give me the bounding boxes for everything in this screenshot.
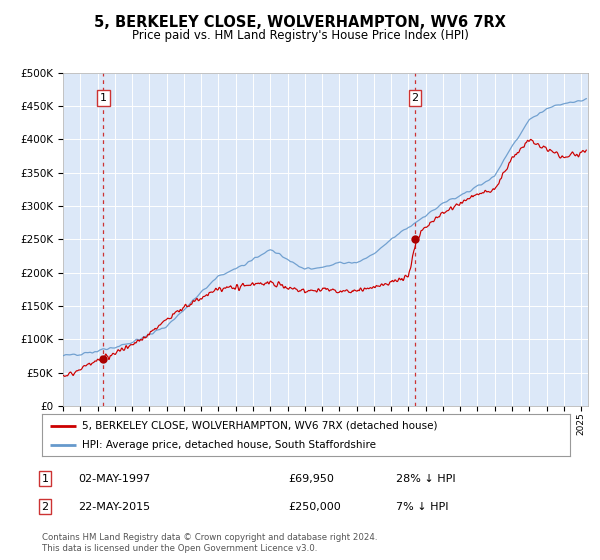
Text: 2: 2 [41,502,49,512]
Text: £69,950: £69,950 [288,474,334,484]
Text: Contains HM Land Registry data © Crown copyright and database right 2024.
This d: Contains HM Land Registry data © Crown c… [42,533,377,553]
Text: HPI: Average price, detached house, South Staffordshire: HPI: Average price, detached house, Sout… [82,440,376,450]
Text: £250,000: £250,000 [288,502,341,512]
Text: 5, BERKELEY CLOSE, WOLVERHAMPTON, WV6 7RX: 5, BERKELEY CLOSE, WOLVERHAMPTON, WV6 7R… [94,15,506,30]
Text: 1: 1 [41,474,49,484]
Text: Price paid vs. HM Land Registry's House Price Index (HPI): Price paid vs. HM Land Registry's House … [131,29,469,42]
Text: 22-MAY-2015: 22-MAY-2015 [78,502,150,512]
Text: 02-MAY-1997: 02-MAY-1997 [78,474,150,484]
Text: 5, BERKELEY CLOSE, WOLVERHAMPTON, WV6 7RX (detached house): 5, BERKELEY CLOSE, WOLVERHAMPTON, WV6 7R… [82,421,437,431]
Text: 7% ↓ HPI: 7% ↓ HPI [396,502,449,512]
Text: 2: 2 [412,93,419,103]
Text: 1: 1 [100,93,107,103]
Text: 28% ↓ HPI: 28% ↓ HPI [396,474,455,484]
